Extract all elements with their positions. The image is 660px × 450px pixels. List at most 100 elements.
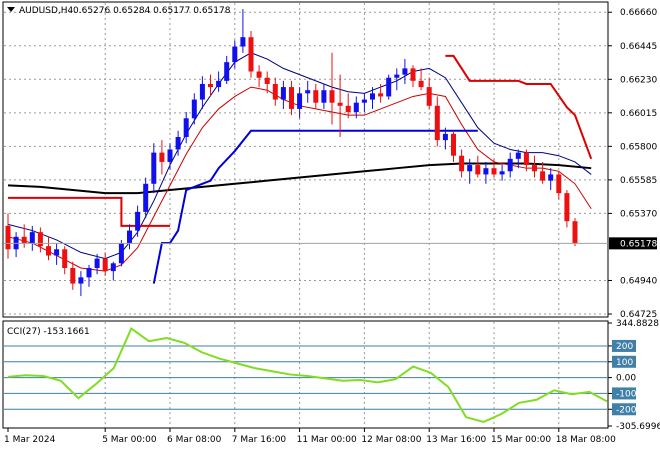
symbol-dropdown-icon[interactable] — [7, 7, 15, 12]
cci-axis: 344.8828 200 100 0.00 -100 -200 -305.6996 — [608, 319, 660, 432]
candle-body — [167, 149, 173, 162]
candle-body — [135, 211, 141, 231]
cci-level-box — [612, 403, 636, 416]
candle-body — [118, 243, 124, 264]
cci-level-lines — [4, 345, 607, 410]
cci-tick-label: -305.6996 — [616, 422, 660, 432]
candle-body — [451, 133, 456, 156]
candle-body — [183, 118, 189, 137]
candle-body — [143, 183, 149, 212]
candle-body — [46, 246, 51, 256]
price-tick-label: 0.66445 — [620, 42, 657, 52]
candle-body — [515, 152, 521, 159]
candle-body — [216, 80, 222, 88]
cci-line — [7, 326, 608, 423]
time-tick-label: 15 Mar 00:00 — [491, 435, 551, 445]
cci-tick-label: -100 — [616, 389, 637, 399]
candle-body — [248, 37, 254, 72]
time-axis: 1 Mar 2024 5 Mar 00:00 6 Mar 08:00 7 Mar 16… — [4, 428, 616, 445]
candle-body — [540, 171, 546, 181]
cci-tick-label: 344.8828 — [616, 319, 659, 329]
candle-body — [418, 80, 424, 88]
time-tick-label: 6 Mar 08:00 — [167, 435, 222, 445]
candle-body — [402, 68, 408, 75]
price-tick-label: 0.64940 — [620, 276, 657, 286]
candle-body — [289, 87, 294, 109]
candle-body — [21, 236, 27, 244]
candle-body — [151, 152, 157, 184]
candle-body — [208, 83, 213, 88]
candle-body — [232, 46, 238, 63]
candle-body — [361, 99, 367, 103]
cci-panel-frame — [2, 320, 609, 429]
price-tick-label: 0.66230 — [620, 75, 657, 85]
candle-body — [127, 230, 132, 244]
candle-body — [29, 232, 35, 244]
candle-body — [54, 249, 60, 256]
candle-body — [467, 165, 473, 172]
ma-mid-line — [7, 52, 592, 260]
candle-body — [321, 90, 327, 103]
candle-body — [483, 168, 489, 175]
candle-body — [199, 83, 205, 100]
candle-body — [337, 102, 343, 106]
candle-body — [523, 152, 529, 166]
cci-level-box — [612, 387, 636, 400]
candle-body — [191, 99, 197, 119]
candle-body — [329, 90, 335, 103]
candle-body — [459, 155, 465, 172]
candle-body — [159, 152, 165, 162]
time-tick-label: 13 Mar 16:00 — [426, 435, 486, 445]
time-tick-label: 12 Mar 08:00 — [361, 435, 421, 445]
candle-body — [345, 105, 351, 113]
candle-body — [532, 165, 537, 172]
candle-body — [280, 87, 286, 100]
cci-tick-label: 100 — [616, 358, 633, 368]
cci-level-box — [612, 355, 636, 368]
grid-lines — [4, 3, 607, 427]
price-tick-label: 0.66660 — [620, 8, 657, 18]
candle-body — [264, 77, 270, 84]
ohlc-values: 0.65276 0.65284 0.65177 0.65178 — [73, 6, 231, 16]
candle-body — [434, 105, 440, 141]
time-tick-label: 18 Mar 08:00 — [556, 435, 616, 445]
candle-body — [272, 83, 278, 100]
price-tick-label: 0.66015 — [620, 109, 657, 119]
candle-body — [5, 225, 11, 250]
candle-body — [86, 267, 92, 278]
symbol-label: AUDUSD,H4 — [19, 6, 74, 16]
candle-body — [37, 232, 43, 247]
candle-body — [548, 174, 554, 181]
candle-body — [442, 133, 448, 141]
candle-body — [175, 136, 181, 150]
price-tick-label: 0.65800 — [620, 142, 657, 152]
ma-fast-line — [7, 86, 592, 272]
time-tick-label: 5 Mar 00:00 — [102, 435, 157, 445]
price-tick-label: 0.65585 — [620, 176, 657, 186]
price-panel-frame — [2, 1, 609, 318]
time-tick-label: 1 Mar 2024 — [4, 435, 56, 445]
candle-body — [491, 168, 497, 175]
cci-level-box — [612, 339, 636, 352]
candle-body — [78, 277, 84, 284]
candle-body — [102, 258, 108, 272]
candle-body — [240, 37, 246, 47]
candle-body — [297, 93, 303, 109]
candle-body — [94, 258, 100, 268]
price-tick-label: 0.64725 — [620, 310, 657, 320]
cci-line-group — [7, 326, 608, 423]
candle-body — [256, 71, 262, 78]
candle-body — [378, 93, 384, 97]
candle-body — [224, 62, 230, 81]
candle-body — [499, 171, 505, 175]
candle-body — [556, 174, 562, 194]
candle-body — [70, 267, 76, 284]
candle-body — [564, 193, 570, 222]
candles — [5, 9, 578, 297]
cci-tick-label: 200 — [616, 342, 633, 352]
candle-body — [426, 87, 432, 106]
cci-tick-label: -200 — [616, 405, 637, 415]
candle-body — [353, 102, 359, 113]
candle-body — [410, 68, 416, 81]
